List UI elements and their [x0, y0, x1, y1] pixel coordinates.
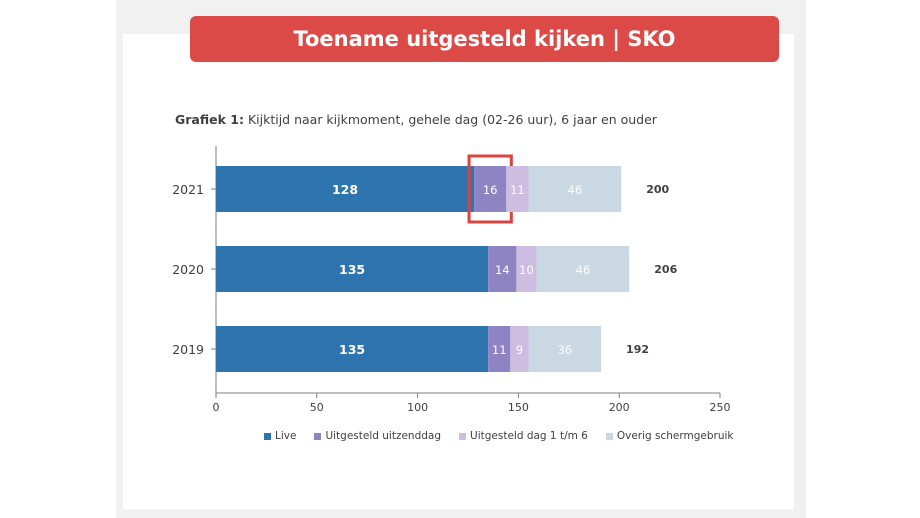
bar-segment [510, 326, 529, 372]
bar-total-label: 192 [626, 343, 649, 356]
bar-segment [516, 246, 537, 292]
legend-label: Uitgesteld uitzenddag [325, 430, 442, 442]
x-tick-label: 150 [508, 401, 529, 414]
bar-value-label: 10 [519, 263, 534, 277]
bar-value-label: 16 [483, 183, 498, 197]
x-tick-label: 0 [213, 401, 220, 414]
bar-value-label: 135 [339, 262, 365, 277]
bar-value-label: 9 [516, 343, 523, 357]
legend-swatch [264, 432, 271, 440]
legend-label: Uitgesteld dag 1 t/m 6 [470, 430, 588, 442]
legend-item: Uitgesteld uitzenddag [314, 430, 441, 442]
bar-value-label: 14 [495, 263, 510, 277]
chart-caption-text: Kijktijd naar kijkmoment, gehele dag (02… [243, 112, 657, 127]
bar-value-label: 128 [332, 182, 358, 197]
chart-caption-label: Grafiek 1: [175, 112, 244, 127]
bar-segment [528, 166, 622, 212]
legend-item: Uitgesteld dag 1 t/m 6 [459, 430, 588, 442]
bar-segment [528, 326, 602, 372]
legend-swatch [314, 432, 322, 440]
x-tick-label: 50 [310, 401, 324, 414]
chart-caption: Grafiek 1: Kijktijd naar kijkmoment, geh… [175, 112, 657, 127]
bar-segment [488, 246, 517, 292]
y-tick-label: 2020 [172, 262, 204, 277]
y-tick-label: 2019 [172, 342, 204, 357]
bar-value-label: 46 [576, 263, 591, 277]
legend-item: Overig schermgebruik [605, 430, 734, 442]
x-tick-label: 100 [407, 401, 428, 414]
bar-total-label: 206 [654, 263, 677, 276]
x-tick-label: 250 [710, 401, 731, 414]
slide-title-banner: Toename uitgesteld kijken | SKO [190, 16, 779, 62]
bar-segment [216, 246, 489, 292]
bar-segment [474, 166, 507, 212]
x-tick-label: 200 [609, 401, 630, 414]
legend-swatch [459, 432, 467, 440]
bar-segment [536, 246, 630, 292]
bar-segment [488, 326, 511, 372]
bar-segment [216, 326, 489, 372]
legend-swatch [605, 432, 613, 440]
legend-label: Live [275, 430, 297, 442]
bar-segment [506, 166, 529, 212]
bar-total-label: 200 [646, 183, 669, 196]
legend-label: Overig schermgebruik [616, 430, 734, 442]
bar-value-label: 11 [492, 343, 507, 357]
bar-segment [216, 166, 475, 212]
bar-value-label: 135 [339, 342, 365, 357]
chart-legend: Live Uitgesteld uitzenddag Uitgesteld dag … [264, 430, 734, 442]
bar-value-label: 46 [568, 183, 583, 197]
legend-item: Live [264, 430, 296, 442]
y-tick-label: 2021 [172, 182, 204, 197]
bar-value-label: 11 [510, 183, 525, 197]
bar-value-label: 36 [557, 343, 572, 357]
slide-title: Toename uitgesteld kijken | SKO [293, 27, 676, 51]
